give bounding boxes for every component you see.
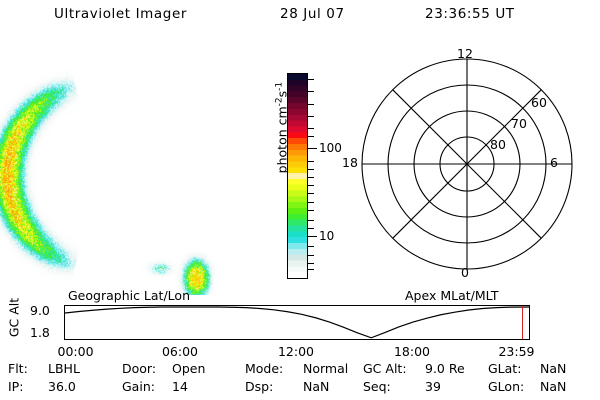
status-label: Seq: xyxy=(363,379,391,394)
colorbar-minor-tick xyxy=(308,246,314,248)
status-value: NaN xyxy=(540,361,567,376)
colorbar-minor-tick xyxy=(308,136,314,138)
colorbar-minor-tick xyxy=(308,193,314,195)
status-value: 9.0 Re xyxy=(425,361,465,376)
colorbar-major-tick xyxy=(308,148,317,150)
colorbar-tick-label: 100 xyxy=(319,141,342,156)
dial-mlat-label-60: 60 xyxy=(531,95,547,110)
dial-mlat-label-70: 70 xyxy=(511,116,527,131)
status-label: GC Alt: xyxy=(363,361,407,376)
colorbar-minor-tick xyxy=(308,79,314,81)
orbit-title-right: Apex MLat/MLT xyxy=(405,288,499,303)
orbit-title-left: Geographic Lat/Lon xyxy=(68,288,190,303)
colorbar-title-exponent-2: -1 xyxy=(274,81,285,91)
colorbar-minor-tick xyxy=(308,115,314,117)
orbit-x-tick-label: 06:00 xyxy=(161,344,199,359)
status-label: Dsp: xyxy=(245,379,274,394)
status-row: IP: 36.0 Gain: 14 Dsp: NaN Seq: 39 GLon: NaN xyxy=(0,379,600,397)
status-label: Mode: xyxy=(245,361,284,376)
orbit-time-cursor[interactable] xyxy=(522,306,524,339)
status-row: Flt: LBHL Door: Open Mode: Normal GC Alt: 9.0 R… xyxy=(0,361,600,379)
status-label: IP: xyxy=(8,379,24,394)
status-value: 14 xyxy=(172,379,188,394)
colorbar-minor-tick xyxy=(308,91,314,93)
colorbar-minor-tick xyxy=(308,185,314,187)
status-label: Gain: xyxy=(122,379,155,394)
colorbar-minor-tick xyxy=(308,228,314,230)
status-value: 36.0 xyxy=(48,379,76,394)
dial-mlt-label-0: 0 xyxy=(461,265,469,280)
status-value: NaN xyxy=(540,379,567,394)
status-value: Normal xyxy=(303,361,349,376)
colorbar-minor-tick xyxy=(308,160,314,162)
aurora-image-panel[interactable] xyxy=(0,50,250,295)
orbit-x-tick-label: 12:00 xyxy=(277,344,315,359)
status-block: Flt: LBHL Door: Open Mode: Normal GC Alt: 9.0 R… xyxy=(0,361,600,399)
colorbar-tick-label: 10 xyxy=(319,229,335,244)
colorbar-minor-tick xyxy=(308,268,314,270)
status-value: 39 xyxy=(425,379,441,394)
status-label: Flt: xyxy=(8,361,28,376)
orbit-y-tick-min: 1.8 xyxy=(30,325,50,340)
orbit-y-axis-label: GC Alt xyxy=(6,297,22,338)
polar-dial-grid xyxy=(361,58,573,270)
status-label: Door: xyxy=(122,361,157,376)
status-value: LBHL xyxy=(48,361,80,376)
dial-mlat-label-80: 80 xyxy=(490,137,506,152)
polar-dial-panel[interactable]: 12 6 0 18 60 70 80 xyxy=(335,40,600,295)
colorbar-title-exponent-1: -2 xyxy=(274,97,285,107)
colorbar-scale[interactable] xyxy=(287,73,308,279)
colorbar-gradient xyxy=(288,74,307,278)
orbit-x-tick-label: 00:00 xyxy=(57,344,94,359)
colorbar-minor-tick xyxy=(308,262,314,264)
colorbar-minor-tick xyxy=(308,168,314,170)
colorbar-minor-tick xyxy=(308,219,314,221)
orbit-strip-panel[interactable]: GC Alt 9.0 1.8 Geographic Lat/Lon Apex M… xyxy=(0,288,600,359)
instrument-title: Ultraviolet Imager xyxy=(54,6,188,22)
orbit-altitude-curve xyxy=(65,306,529,339)
colorbar-minor-tick xyxy=(308,209,314,211)
colorbar-minor-tick xyxy=(308,201,314,203)
colorbar-minor-tick xyxy=(308,254,314,256)
status-value: NaN xyxy=(303,379,330,394)
dial-mlt-label-12: 12 xyxy=(457,46,473,61)
status-value: Open xyxy=(172,361,206,376)
orbit-x-tick-label: 23:59 xyxy=(498,344,535,359)
status-label: GLat: xyxy=(488,361,522,376)
observation-date: 28 Jul 07 xyxy=(280,6,345,22)
colorbar-minor-tick xyxy=(308,177,314,179)
orbit-x-tick-label: 18:00 xyxy=(393,344,431,359)
dial-mlt-label-18: 18 xyxy=(342,155,358,170)
dial-axis-diagonal-b xyxy=(392,89,542,239)
orbit-plot-box[interactable] xyxy=(64,305,530,340)
colorbar-major-tick xyxy=(308,236,317,238)
dial-mlt-label-6: 6 xyxy=(550,155,558,170)
colorbar-minor-tick xyxy=(308,103,314,105)
orbit-y-tick-max: 9.0 xyxy=(30,303,50,318)
observation-time: 23:36:55 UT xyxy=(425,6,515,22)
header-bar: Ultraviolet Imager 28 Jul 07 23:36:55 UT xyxy=(0,6,600,28)
colorbar-minor-tick xyxy=(308,128,314,130)
aurora-image[interactable] xyxy=(0,50,250,295)
status-label: GLon: xyxy=(488,379,525,394)
colorbar-panel: photon cm-2s-1 100 10 xyxy=(255,60,350,290)
